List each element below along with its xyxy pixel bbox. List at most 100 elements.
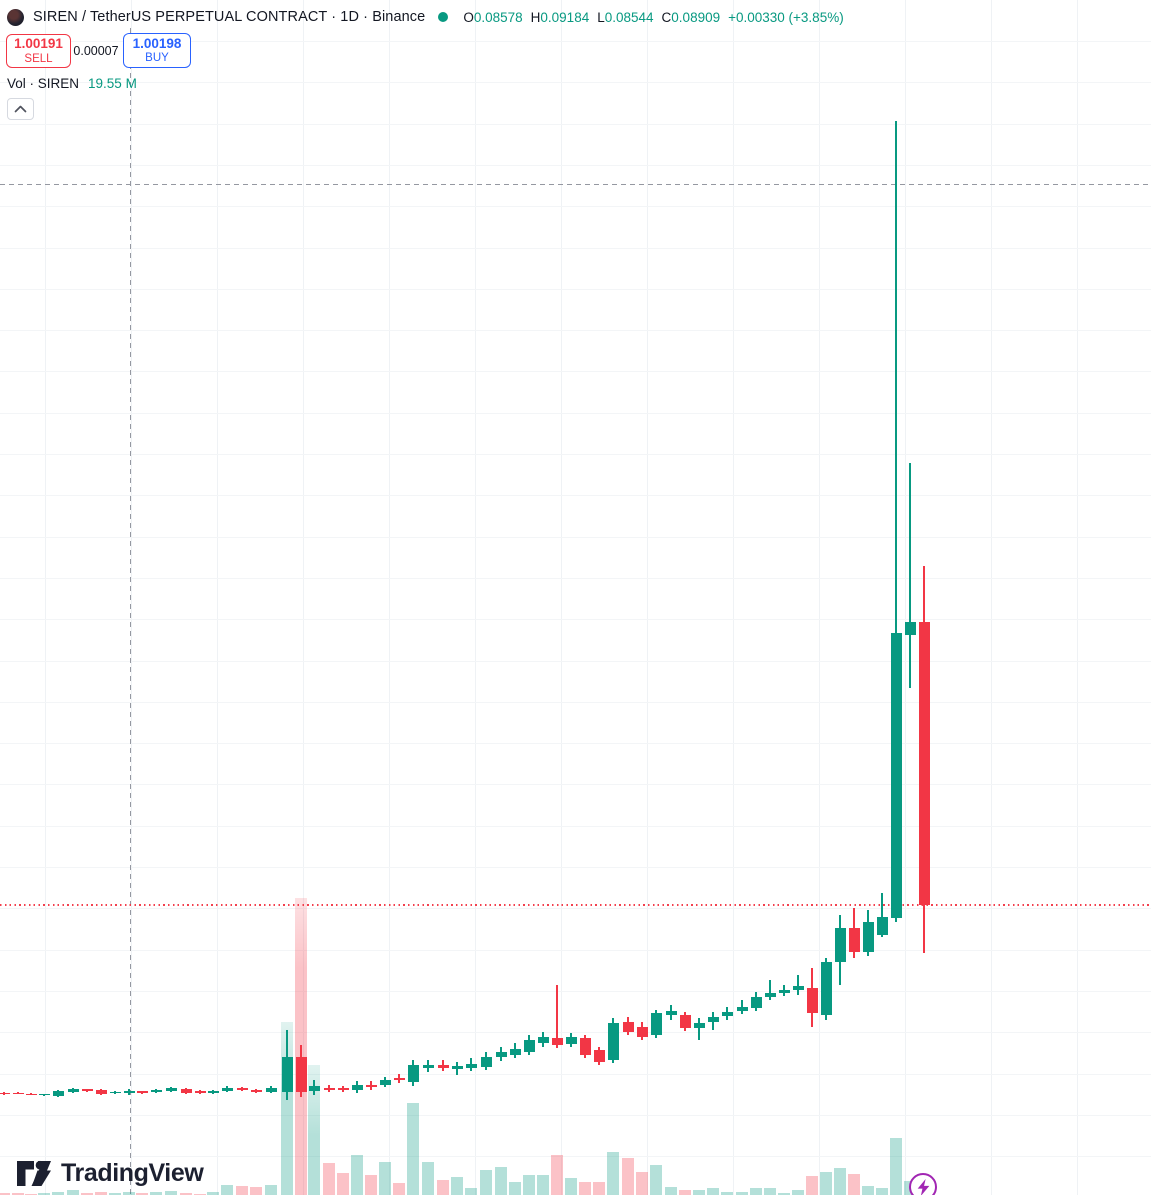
volume-bar xyxy=(165,1191,177,1195)
volume-bar xyxy=(593,1182,605,1195)
volume-bar xyxy=(721,1192,733,1195)
candle-body xyxy=(807,988,818,1013)
volume-bar xyxy=(422,1162,434,1195)
volume-bar xyxy=(565,1178,577,1195)
volume-legend: Vol · SIREN 19.55 M xyxy=(7,76,137,91)
gridline-horizontal xyxy=(0,1114,1151,1116)
volume-bar xyxy=(736,1192,748,1195)
candle-body xyxy=(466,1064,477,1068)
candle-body xyxy=(324,1088,335,1090)
crosshair-vertical-line xyxy=(130,28,131,1195)
candle-body xyxy=(82,1089,93,1091)
candle-body xyxy=(166,1088,177,1091)
volume-bar xyxy=(136,1193,148,1195)
volume-bar xyxy=(465,1188,477,1195)
candle-body xyxy=(452,1066,463,1069)
volume-bar xyxy=(52,1192,64,1195)
candle-body xyxy=(96,1090,107,1094)
collapse-legend-button[interactable] xyxy=(7,98,34,120)
gridline-horizontal xyxy=(0,743,1151,745)
volume-bar xyxy=(650,1165,662,1195)
volume-bar xyxy=(890,1138,902,1195)
gridline-horizontal xyxy=(0,867,1151,868)
candle-wick xyxy=(769,980,771,1000)
low-value: 0.08544 xyxy=(604,9,654,25)
candle-body xyxy=(765,993,776,997)
volume-bar xyxy=(323,1163,335,1195)
candle-body xyxy=(905,622,916,635)
volume-bar xyxy=(379,1162,391,1195)
quick-trade-button[interactable] xyxy=(909,1173,937,1195)
candle-body xyxy=(195,1091,206,1093)
gridline-horizontal xyxy=(0,784,1151,786)
candle-body xyxy=(110,1092,121,1094)
volume-bar xyxy=(607,1152,619,1195)
lightning-bolt-icon xyxy=(917,1178,929,1195)
candle-body xyxy=(68,1089,79,1092)
ohlc-values: O0.08578 H0.09184 L0.08544 C0.08909 +0.0… xyxy=(463,10,843,25)
candle-body xyxy=(891,633,902,918)
symbol-legend: SIREN / TetherUS PERPETUAL CONTRACT · 1D… xyxy=(7,7,844,27)
volume-bar xyxy=(551,1155,563,1195)
volume-bar xyxy=(579,1182,591,1195)
candle-body xyxy=(124,1091,135,1093)
volume-bar xyxy=(38,1193,50,1195)
volume-bar xyxy=(764,1188,776,1195)
candle-body xyxy=(13,1093,24,1095)
buy-button[interactable]: 1.00198 BUY xyxy=(123,33,191,68)
candle-wick xyxy=(895,121,897,922)
volume-bar xyxy=(393,1183,405,1195)
tradingview-watermark[interactable]: TradingView xyxy=(16,1159,204,1188)
buy-label: BUY xyxy=(145,52,169,65)
volume-bar xyxy=(622,1158,634,1195)
candle-body xyxy=(366,1085,377,1087)
candle-body xyxy=(137,1091,148,1093)
candle-body xyxy=(708,1017,719,1022)
candle-body xyxy=(566,1037,577,1044)
sell-button[interactable]: 1.00191 SELL xyxy=(6,34,71,68)
volume-bar xyxy=(876,1188,888,1195)
candle-body xyxy=(821,962,832,1015)
candle-body xyxy=(352,1085,363,1090)
volume-bar xyxy=(792,1190,804,1195)
gridline-horizontal xyxy=(0,330,1151,332)
candle-body xyxy=(380,1080,391,1085)
volume-bar xyxy=(848,1174,860,1195)
candle-body xyxy=(394,1078,405,1080)
volume-bar xyxy=(150,1192,162,1195)
gridline-horizontal xyxy=(0,1073,1151,1075)
candle-body xyxy=(538,1037,549,1043)
gridline-horizontal xyxy=(0,412,1151,414)
market-status-dot-icon xyxy=(438,12,449,22)
symbol-title[interactable]: SIREN / TetherUS PERPETUAL CONTRACT · 1D… xyxy=(33,9,426,25)
sell-label: SELL xyxy=(24,52,53,65)
candle-body xyxy=(423,1065,434,1068)
gridline-horizontal xyxy=(0,82,1151,84)
candle-body xyxy=(580,1038,591,1055)
candle-body xyxy=(793,986,804,990)
volume-bar xyxy=(109,1193,121,1195)
gridline-horizontal xyxy=(0,41,1151,42)
candle-body xyxy=(835,928,846,962)
gridline-horizontal xyxy=(0,908,1151,910)
candle-body xyxy=(666,1011,677,1015)
candle-body xyxy=(524,1040,535,1052)
siren-coin-logo-icon xyxy=(7,8,24,26)
volume-bar xyxy=(778,1193,790,1195)
high-label: H xyxy=(530,9,541,25)
volume-bar xyxy=(0,1193,10,1195)
gridline-vertical xyxy=(475,0,476,1195)
volume-bar xyxy=(480,1170,492,1195)
candle-body xyxy=(594,1050,605,1062)
candle-body xyxy=(338,1088,349,1090)
gridline-horizontal xyxy=(0,577,1151,579)
gridline-horizontal xyxy=(0,990,1151,992)
gridline-horizontal xyxy=(0,164,1151,166)
candle-body xyxy=(877,917,888,935)
gridline-horizontal xyxy=(0,247,1151,249)
candle-wick xyxy=(909,463,911,688)
volume-bar xyxy=(806,1176,818,1195)
gridline-horizontal xyxy=(0,619,1151,621)
candle-body xyxy=(0,1093,10,1095)
